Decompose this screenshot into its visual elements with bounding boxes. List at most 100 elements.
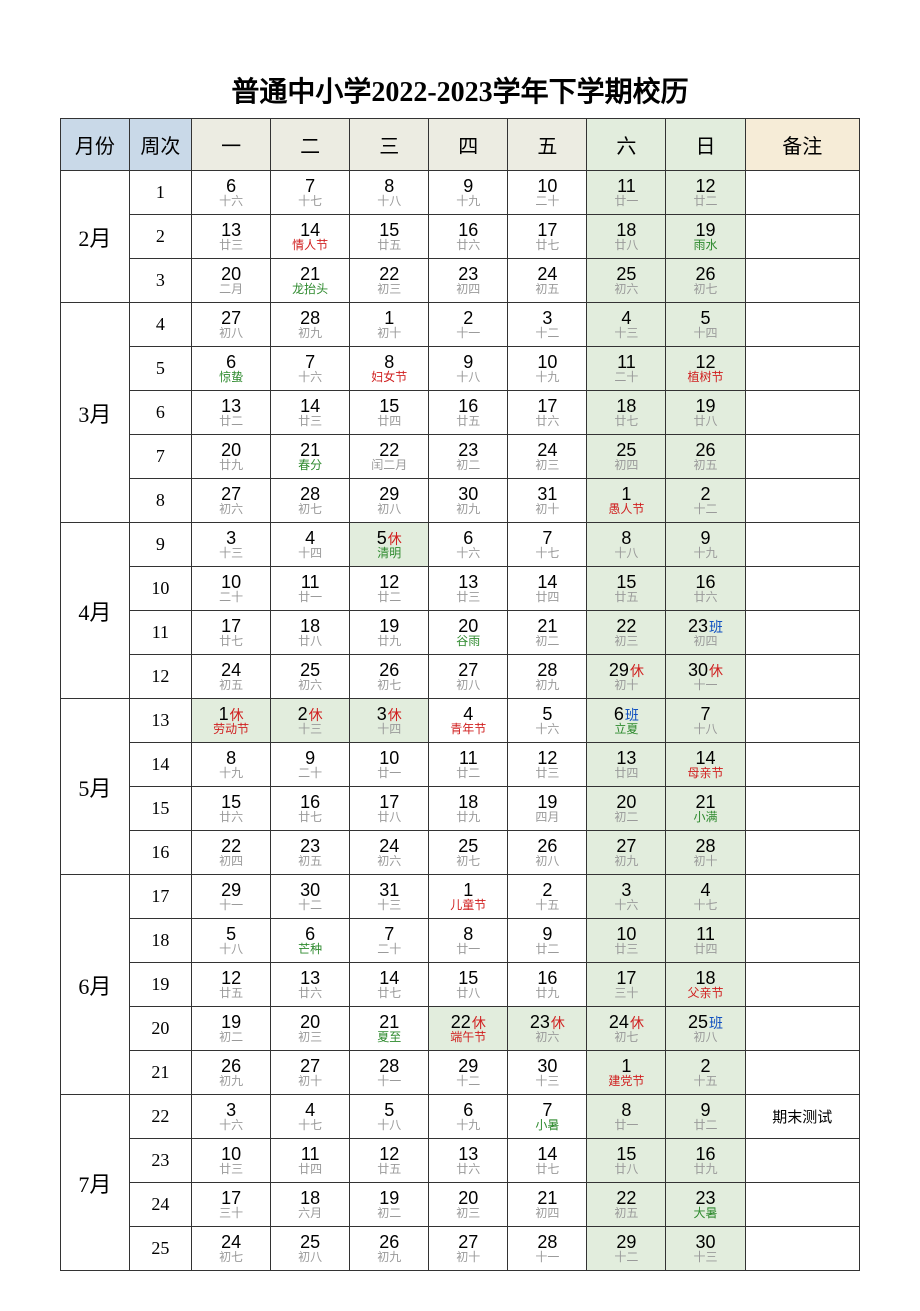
day-cell: 26初九 [350,1227,429,1271]
day-lunar: 廿三 [587,943,665,958]
day-cell: 26初八 [508,831,587,875]
class-tag: 班 [625,707,639,723]
day-cell: 27初八 [192,303,271,347]
day-lunar: 廿九 [192,459,270,474]
day-number: 7 [271,174,349,195]
note-cell [745,699,859,743]
note-cell [745,303,859,347]
day-number: 6 [429,1098,507,1119]
day-lunar: 初三 [271,1031,349,1046]
day-number: 18 [271,614,349,635]
day-lunar: 父亲节 [666,987,744,1002]
day-number: 18 [429,790,507,811]
day-lunar: 初六 [508,1031,586,1046]
day-number: 7 [508,1098,586,1119]
month-cell: 3月 [61,303,130,523]
note-cell [745,875,859,919]
day-cell: 27初十 [271,1051,350,1095]
day-number: 6 [192,174,270,195]
day-lunar: 春分 [271,459,349,474]
col-mon: 一 [192,119,271,171]
day-lunar: 廿四 [666,943,744,958]
note-cell [745,259,859,303]
day-lunar: 十七 [271,1119,349,1134]
day-cell: 10廿三 [192,1139,271,1183]
day-cell: 28十一 [508,1227,587,1271]
day-number: 26 [350,658,428,679]
day-cell: 20初二 [587,787,666,831]
day-number: 18 [666,966,744,987]
calendar-row: 1622初四23初五24初六25初七26初八27初九28初十 [61,831,860,875]
day-cell: 20谷雨 [429,611,508,655]
day-number: 5 [666,306,744,327]
day-cell: 7十七 [271,171,350,215]
day-lunar: 廿五 [192,987,270,1002]
day-cell: 31初十 [508,479,587,523]
day-cell: 19雨水 [666,215,745,259]
day-lunar: 初十 [271,1075,349,1090]
day-number: 20 [192,262,270,283]
day-lunar: 初十 [587,679,665,694]
day-cell: 7十八 [666,699,745,743]
day-number: 2 [666,1054,744,1075]
day-lunar: 廿二 [666,195,744,210]
day-cell: 21夏至 [350,1007,429,1051]
week-number: 17 [129,875,191,919]
day-number: 7 [271,350,349,371]
day-cell: 25初四 [587,435,666,479]
day-cell: 30十三 [508,1051,587,1095]
day-number: 11 [271,570,349,591]
day-cell: 18廿八 [587,215,666,259]
day-cell: 17廿八 [350,787,429,831]
day-cell: 13廿六 [271,963,350,1007]
day-cell: 20初三 [429,1183,508,1227]
day-number: 30 [508,1054,586,1075]
day-cell: 3十六 [587,875,666,919]
day-lunar: 初五 [271,855,349,870]
day-cell: 18父亲节 [666,963,745,1007]
day-lunar: 十六 [192,1119,270,1134]
day-lunar: 龙抬头 [271,283,349,298]
day-cell: 15廿八 [429,963,508,1007]
day-lunar: 立夏 [587,723,665,738]
day-lunar: 初五 [192,679,270,694]
day-number: 13 [192,394,270,415]
day-lunar: 廿八 [429,987,507,1002]
day-lunar: 初七 [271,503,349,518]
day-lunar: 初五 [666,459,744,474]
day-cell: 14母亲节 [666,743,745,787]
day-number: 4 [429,702,507,723]
day-lunar: 初四 [587,459,665,474]
note-cell [745,567,859,611]
note-cell [745,1227,859,1271]
day-number: 17 [587,966,665,987]
day-number: 27 [429,1230,507,1251]
calendar-row: 2310廿三11廿四12廿五13廿六14廿七15廿八16廿九 [61,1139,860,1183]
day-number: 5 [192,922,270,943]
day-lunar: 十八 [666,723,744,738]
rest-tag: 休 [630,663,644,679]
note-cell [745,479,859,523]
day-number: 10 [587,922,665,943]
week-number: 20 [129,1007,191,1051]
day-lunar: 廿四 [271,1163,349,1178]
day-cell: 12廿三 [508,743,587,787]
day-number: 31 [508,482,586,503]
day-number: 9 [666,526,744,547]
day-number: 22 [192,834,270,855]
day-lunar: 初七 [429,855,507,870]
day-cell: 19廿九 [350,611,429,655]
day-cell: 26初七 [350,655,429,699]
day-number: 30休 [666,658,744,679]
day-cell: 1初十 [350,303,429,347]
day-number: 7 [350,922,428,943]
day-lunar: 二十 [192,591,270,606]
day-cell: 27初十 [429,1227,508,1271]
day-number: 10 [508,350,586,371]
day-cell: 5十八 [350,1095,429,1139]
day-cell: 25初六 [587,259,666,303]
day-cell: 18六月 [271,1183,350,1227]
day-lunar: 廿六 [271,987,349,1002]
day-number: 6 [192,350,270,371]
day-cell: 21小满 [666,787,745,831]
